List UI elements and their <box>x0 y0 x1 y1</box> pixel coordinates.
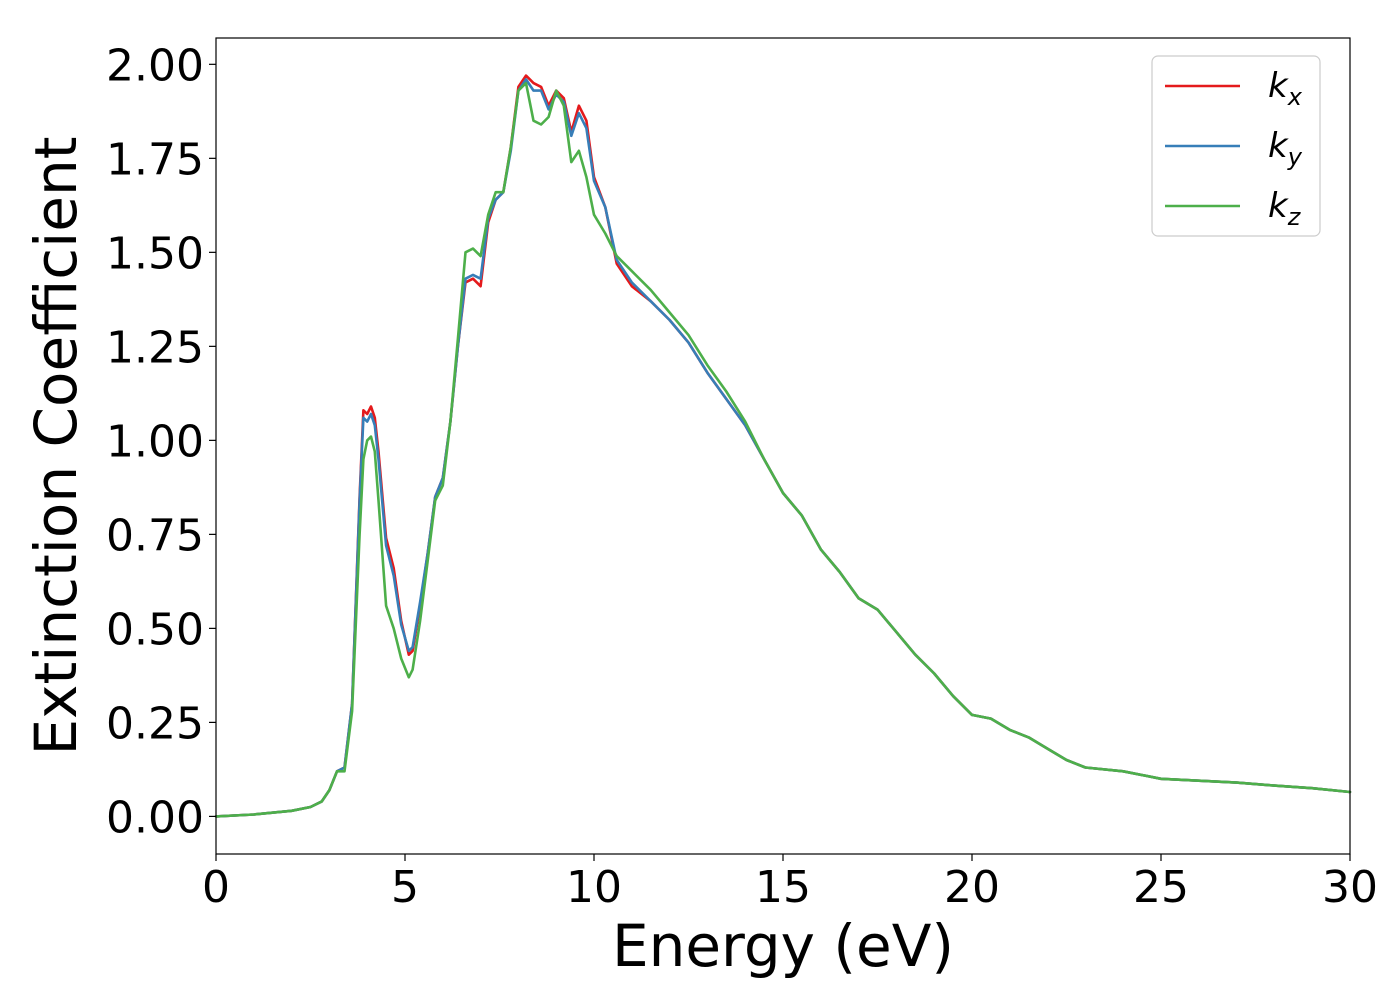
x-axis-ticks: 0 5 10 15 20 25 30 <box>202 854 1378 913</box>
x-tick-label: 15 <box>755 862 811 913</box>
x-tick-label: 5 <box>391 862 419 913</box>
y-tick-label: 0.00 <box>106 792 204 843</box>
legend-label-kx: kx <box>1268 66 1303 111</box>
legend-label-kz: kz <box>1268 186 1302 231</box>
legend: kx ky kz <box>1151 55 1321 237</box>
x-tick-label: 30 <box>1322 862 1378 913</box>
y-tick-label: 1.75 <box>106 134 204 185</box>
y-tick-label: 0.25 <box>106 698 204 749</box>
series-line-kz <box>214 81 1352 818</box>
legend-label-ky: ky <box>1268 126 1303 171</box>
y-tick-label: 0.50 <box>106 604 204 655</box>
x-tick-label: 20 <box>944 862 1000 913</box>
x-tick-label: 10 <box>566 862 622 913</box>
y-tick-label: 1.50 <box>106 228 204 279</box>
x-axis-title: Energy (eV) <box>612 912 954 980</box>
y-tick-label: 1.00 <box>106 416 204 467</box>
y-tick-label: 2.00 <box>106 40 204 91</box>
y-axis-ticks: 0.00 0.25 0.50 0.75 1.00 1.25 1.50 1.75 2.00 <box>106 40 216 843</box>
y-axis-title: Extinction Coefficient <box>22 137 90 756</box>
series-layer <box>214 74 1352 818</box>
y-tick-label: 1.25 <box>106 322 204 373</box>
x-tick-label: 0 <box>202 862 230 913</box>
y-tick-label: 0.75 <box>106 510 204 561</box>
x-tick-label: 25 <box>1133 862 1189 913</box>
